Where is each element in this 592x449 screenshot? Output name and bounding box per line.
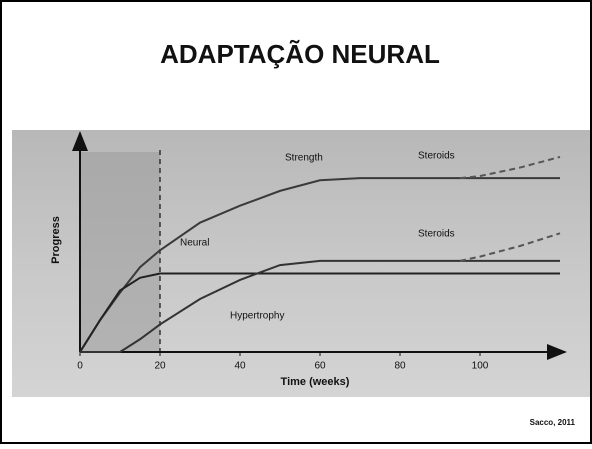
series-label: Neural: [180, 238, 209, 249]
x-tick-label: 0: [77, 361, 83, 372]
x-tick-label: 40: [234, 361, 246, 372]
slide-title: ADAPTAÇÃO NEURAL: [160, 39, 440, 69]
y-axis-label: Progress: [50, 216, 62, 264]
x-tick-label: 60: [314, 361, 326, 372]
series-label: Steroids: [418, 229, 455, 240]
slide: ADAPTAÇÃO NEURAL Sacco, 2011 0 20 40 60 80 10…: [0, 0, 592, 444]
x-tick-label: 100: [472, 361, 489, 372]
series-label: Hypertrophy: [230, 311, 284, 322]
series-label: Strength: [285, 153, 323, 164]
x-tick-label: 20: [154, 361, 166, 372]
x-axis-label: Time (weeks): [281, 376, 350, 388]
shaded-region: [80, 152, 160, 352]
credit: Sacco, 2011: [530, 418, 576, 427]
x-tick-label: 80: [394, 361, 406, 372]
series-label: Steroids: [418, 151, 455, 162]
